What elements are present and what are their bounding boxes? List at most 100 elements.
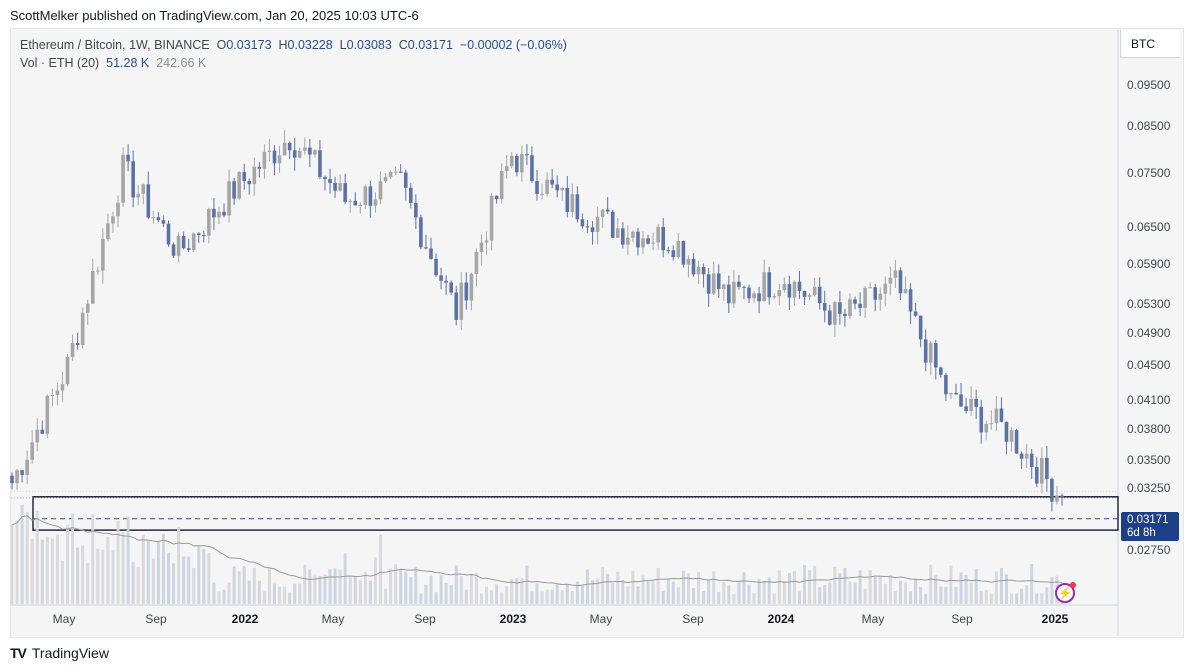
candle-body	[186, 248, 191, 250]
candle-body	[166, 223, 171, 245]
volume-bar	[757, 579, 761, 604]
candle-body	[141, 184, 146, 194]
candle-body	[393, 171, 398, 173]
volume-bar	[197, 546, 201, 604]
volume-bar	[1050, 577, 1054, 604]
candle-body	[827, 310, 832, 325]
candle-body	[90, 271, 95, 304]
volume-bar	[141, 534, 145, 604]
price-tick-label: 0.08500	[1127, 119, 1171, 134]
volume-bar	[722, 582, 726, 604]
volume-bar	[530, 591, 534, 604]
candle-body	[176, 235, 181, 256]
candle-body	[212, 208, 216, 218]
volume-bar	[40, 539, 44, 604]
volume-bar	[803, 565, 807, 604]
candle-body	[136, 193, 141, 198]
candle-body	[570, 194, 575, 213]
candle-body	[954, 392, 958, 395]
volume-bar	[217, 591, 221, 604]
candle-body	[833, 302, 837, 325]
volume-bar	[91, 514, 95, 604]
brand-name: TradingView	[31, 645, 109, 661]
volume-bar	[707, 580, 711, 604]
candle-body	[1040, 457, 1044, 484]
volume-bar	[656, 568, 660, 604]
volume-bar	[490, 590, 494, 604]
currency-button[interactable]: BTC	[1120, 30, 1180, 58]
candle-body	[80, 312, 85, 346]
candle-body	[777, 290, 782, 297]
candle-body	[686, 258, 691, 265]
candle-body	[1060, 495, 1064, 498]
volume-bar	[353, 576, 357, 604]
candle-body	[716, 273, 721, 289]
volume-bar	[126, 516, 130, 604]
candle-body	[747, 287, 751, 299]
price-tick-label: 0.03800	[1127, 421, 1171, 436]
footer-brand[interactable]: TV TradingView	[10, 645, 109, 661]
candle-body	[202, 235, 206, 237]
candle-body	[853, 299, 857, 304]
candle-body	[328, 179, 332, 183]
candle-body	[439, 275, 443, 281]
volume-value: 51.28 K	[106, 56, 150, 70]
candle-body	[101, 238, 105, 271]
high-label: H	[278, 38, 288, 52]
candle-body	[30, 442, 34, 460]
volume-bar	[596, 578, 600, 604]
volume-bar	[136, 567, 140, 604]
time-tick-label: Sep	[682, 612, 704, 626]
volume-bar	[318, 575, 322, 604]
candle-body	[878, 293, 883, 300]
volume-bar	[818, 587, 822, 604]
volume-bar	[222, 589, 226, 604]
volume-bar	[469, 573, 473, 604]
alert-flash-icon[interactable]: ⚡	[1055, 582, 1076, 603]
candle-body	[974, 398, 978, 407]
price-tick-label: 0.03250	[1127, 480, 1171, 495]
volume-bar	[207, 552, 211, 604]
candle-body	[868, 287, 872, 289]
volume-bar	[187, 556, 191, 604]
candle-body	[444, 280, 448, 283]
candle-body	[1009, 430, 1014, 442]
volume-bar	[192, 568, 196, 604]
volume-bar	[273, 583, 276, 604]
candle-body	[75, 343, 80, 346]
volume-bar	[343, 553, 347, 604]
volume-bar	[510, 579, 514, 604]
candle-body	[106, 223, 110, 239]
candle-body	[939, 367, 943, 375]
candle-body	[732, 281, 736, 304]
volume-bar	[717, 591, 721, 604]
volume-bar	[303, 564, 307, 604]
candle-body	[555, 184, 559, 191]
volume-bar	[409, 576, 413, 604]
candle-body	[651, 242, 655, 244]
candle-body	[792, 281, 797, 298]
volume-bar	[202, 548, 206, 604]
candle-body	[822, 303, 827, 311]
chart-pane[interactable]	[10, 28, 1184, 638]
volume-bar	[161, 533, 165, 604]
volume-bar	[565, 584, 569, 604]
volume-bar	[843, 567, 847, 604]
countdown-value: 6d 8h	[1127, 527, 1156, 539]
volume-bar	[772, 593, 776, 604]
volume-bar	[742, 572, 746, 604]
candle-body	[636, 231, 640, 248]
volume-bar	[485, 586, 489, 604]
candle-body	[232, 181, 236, 199]
candle-body	[45, 396, 50, 434]
low-value: 0.03083	[346, 38, 392, 52]
volume-bar	[1025, 585, 1029, 604]
candle-body	[1014, 430, 1019, 454]
volume-bar	[767, 577, 771, 604]
volume-bar	[752, 593, 756, 604]
volume-bar	[1015, 593, 1019, 604]
candle-body	[302, 147, 307, 151]
candle-body	[292, 150, 297, 158]
volume-bar	[909, 591, 913, 604]
